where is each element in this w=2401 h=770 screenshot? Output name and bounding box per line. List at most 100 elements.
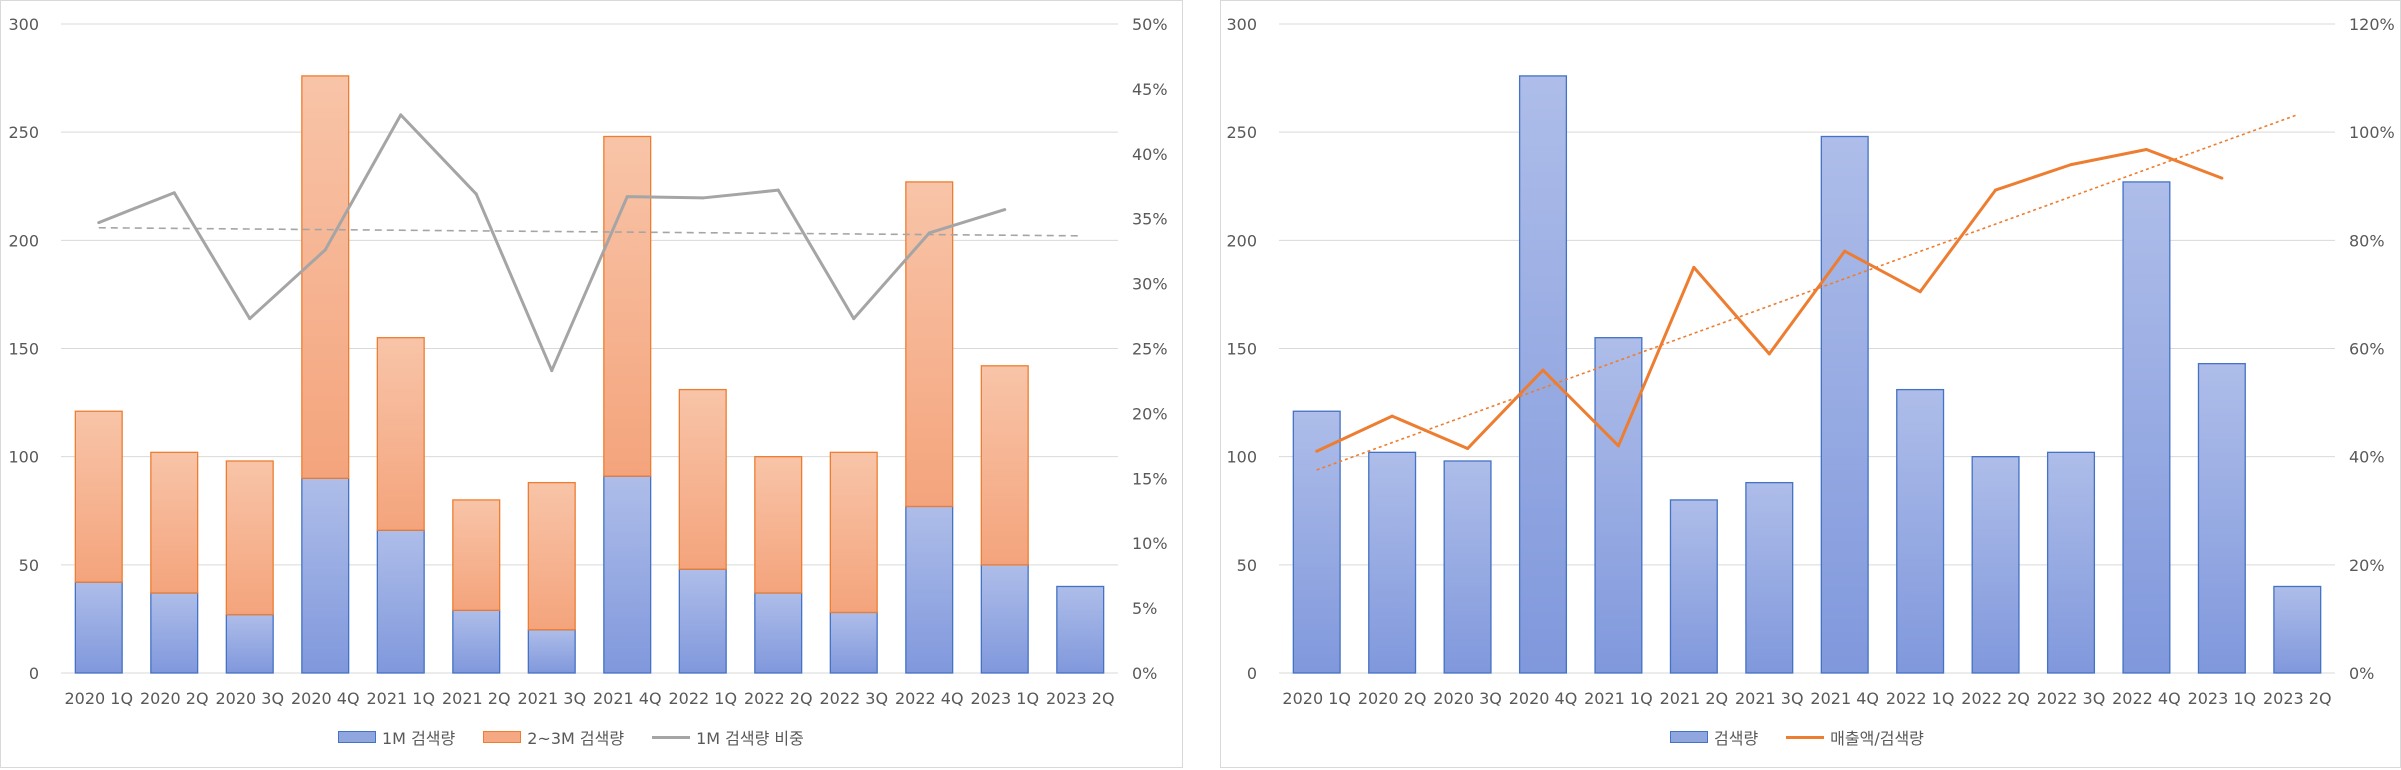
x-tick-label: 2021 1Q	[366, 689, 435, 708]
y2-tick-label: 5%	[1132, 599, 1157, 618]
line-point	[1918, 290, 1922, 294]
bar-primary	[1056, 585, 1105, 674]
y2-tick-label: 45%	[1132, 80, 1168, 99]
x-tick-label: 2020 2Q	[1358, 689, 1427, 708]
x-tick-label: 2022 4Q	[2112, 689, 2181, 708]
line-point	[625, 195, 629, 199]
x-tick-label: 2021 1Q	[1584, 689, 1653, 708]
y2-tick-label: 20%	[1132, 404, 1168, 423]
x-tick-label: 2022 1Q	[668, 689, 737, 708]
line-point	[399, 113, 403, 117]
line-point	[2220, 176, 2224, 180]
bar-primary	[1368, 451, 1417, 674]
bar-primary	[1745, 481, 1794, 674]
line-point	[701, 196, 705, 200]
legend-swatch-revenue-ratio	[1786, 735, 1825, 739]
x-tick-label: 2022 3Q	[819, 689, 888, 708]
line-point	[927, 231, 931, 235]
y-tick-label: 100	[8, 448, 39, 467]
line-point	[1692, 265, 1696, 269]
line-point	[97, 221, 101, 225]
line-point	[1541, 368, 1545, 372]
y-tick-label: 50	[1237, 556, 1257, 575]
bar-primary	[452, 609, 501, 674]
y2-tick-label: 120%	[2349, 15, 2395, 34]
legend-item-1m-ratio: 1M 검색량 비중	[652, 725, 804, 749]
x-tick-label: 2021 3Q	[517, 689, 586, 708]
bar-primary	[1820, 135, 1869, 674]
bar-secondary	[678, 388, 727, 570]
y2-tick-label: 15%	[1132, 469, 1168, 488]
bar-primary	[2122, 181, 2171, 674]
y2-tick-label: 0%	[2349, 664, 2374, 683]
line-point	[1003, 208, 1007, 212]
y2-tick-label: 0%	[1132, 664, 1157, 683]
y-tick-label: 250	[8, 123, 39, 142]
bar-secondary	[527, 481, 576, 631]
bar-primary	[603, 475, 652, 674]
bar-primary	[2046, 451, 2096, 674]
bar-primary	[1971, 456, 2020, 674]
bar-primary	[980, 564, 1029, 674]
line-point	[1994, 188, 1998, 192]
x-tick-label: 2020 3Q	[1433, 689, 1502, 708]
legend-swatch-1m	[338, 731, 376, 743]
y2-tick-label: 80%	[2349, 231, 2385, 250]
line-point	[2144, 147, 2148, 151]
bar-primary	[1518, 75, 1568, 674]
x-tick-label: 2020 1Q	[64, 689, 133, 708]
legend-left: 1M 검색량 2~3M 검색량 1M 검색량 비중	[338, 724, 804, 750]
y2-tick-label: 25%	[1132, 340, 1168, 359]
bar-primary	[74, 581, 123, 674]
y-tick-label: 0	[1247, 664, 1257, 683]
x-tick-label: 2022 1Q	[1886, 689, 1955, 708]
bar-secondary	[829, 451, 878, 614]
bar-primary	[527, 629, 576, 674]
line-point	[1315, 449, 1319, 453]
legend-swatch-1m-ratio	[652, 735, 691, 739]
chart-right: 0 50 100 150 200 250 300 0% 20% 40% 60% 80% 100% 120%…	[1226, 15, 2395, 708]
x-tick-label: 2020 4Q	[291, 689, 360, 708]
chart-left: 0 50 100 150 200 250 300 0% 5% 10% 15% 20% 25% 30% 35%…	[8, 15, 1168, 708]
x-tick-label: 2021 3Q	[1735, 689, 1804, 708]
bar-primary	[1292, 410, 1341, 674]
series-line	[1316, 147, 2223, 453]
legend-swatch-2-3m	[483, 731, 522, 743]
y-tick-label: 200	[1226, 231, 1257, 250]
x-tick-label: 2020 4Q	[1509, 689, 1578, 708]
legend-right: 검색량 매출액/검색량	[1670, 724, 1924, 750]
legend-swatch-search	[1670, 731, 1708, 743]
x-tick-label: 2021 4Q	[593, 689, 662, 708]
legend-label-search: 검색량	[1714, 729, 1759, 748]
line-point	[1843, 249, 1847, 253]
line-point	[776, 188, 780, 192]
y-tick-label: 300	[1226, 15, 1257, 34]
line-point	[2069, 163, 2073, 167]
bar-primary	[301, 477, 350, 674]
bar-secondary	[301, 75, 350, 479]
y-tick-label: 150	[1226, 340, 1257, 359]
x-tick-label: 2022 4Q	[895, 689, 964, 708]
x-tick-label: 2021 2Q	[442, 689, 511, 708]
x-tick-label: 2021 2Q	[1660, 689, 1729, 708]
bar-secondary	[225, 460, 274, 616]
series-line	[98, 113, 1006, 373]
bar-primary	[2197, 362, 2246, 674]
bar-primary	[754, 592, 803, 674]
y2-tick-label: 40%	[1132, 145, 1168, 164]
x-tick-label: 2023 2Q	[1046, 689, 1115, 708]
bar-primary	[905, 505, 954, 674]
legend-item-search: 검색량	[1670, 725, 1758, 749]
x-tick-label: 2022 2Q	[744, 689, 813, 708]
line-point	[172, 191, 176, 195]
x-tick-label: 2023 2Q	[2263, 689, 2332, 708]
bar-secondary	[905, 181, 954, 508]
line-point	[323, 248, 327, 252]
legend-label-1m-ratio: 1M 검색량 비중	[696, 729, 804, 748]
line-point	[1616, 444, 1620, 448]
y-tick-label: 100	[1226, 448, 1257, 467]
x-tick-label: 2023 1Q	[970, 689, 1039, 708]
bar-primary	[376, 529, 425, 674]
line-point	[1767, 352, 1771, 356]
bar-primary	[1896, 388, 1945, 674]
